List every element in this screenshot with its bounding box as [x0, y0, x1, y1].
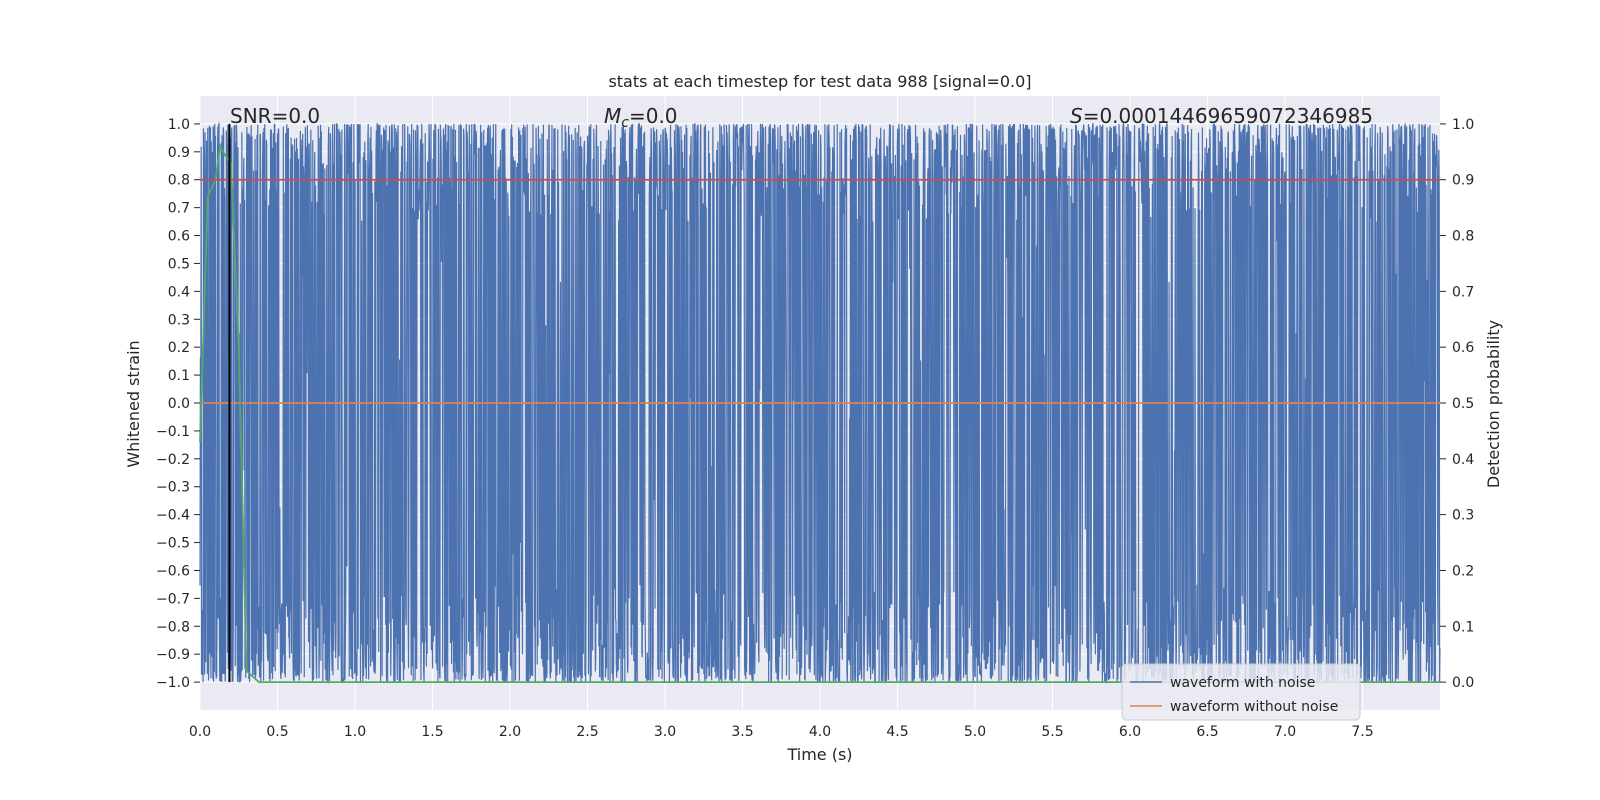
y-tick-label: 0.2: [168, 340, 190, 356]
y-right-tick-label: 0.4: [1452, 452, 1474, 468]
legend-label-noise: waveform with noise: [1170, 675, 1315, 691]
x-tick-label: 7.0: [1274, 724, 1296, 740]
legend-box: [1121, 663, 1361, 721]
x-tick-label: 3.5: [731, 724, 753, 740]
y-tick-label: 0.3: [168, 312, 190, 328]
x-tick-label: 0.0: [189, 724, 211, 740]
y-tick-label: 1.0: [168, 117, 190, 133]
y-right-tick-label: 0.0: [1452, 675, 1474, 691]
x-tick-label: 0.5: [266, 724, 288, 740]
y-axis-label: Whitened strain: [124, 340, 143, 467]
y-tick-label: −0.2: [156, 452, 190, 468]
y-right-tick-label: 0.8: [1452, 229, 1474, 245]
y-tick-label: 0.5: [168, 256, 190, 272]
y-right-tick-label: 0.9: [1452, 173, 1474, 189]
y-right-tick-label: 1.0: [1452, 117, 1474, 133]
y-tick-label: −0.6: [156, 563, 190, 579]
annotation-snr: SNR=0.0: [230, 104, 320, 128]
y-tick-label: 0.9: [168, 145, 190, 161]
chart-title: stats at each timestep for test data 988…: [608, 72, 1031, 91]
y-tick-label: 0.4: [168, 284, 190, 300]
x-tick-label: 6.5: [1196, 724, 1218, 740]
x-tick-label: 1.5: [421, 724, 443, 740]
y-tick-label: 0.1: [168, 368, 190, 384]
annotation-s: S=0.00014469659072346985: [1070, 104, 1373, 128]
y-axis-right: 1.0 0.9 0.8 0.7 0.6 0.5 0.4 0.3 0.2 0.1 0.0: [1440, 117, 1474, 691]
x-tick-label: 3.0: [654, 724, 676, 740]
x-axis-label: Time (s): [786, 745, 852, 764]
y-tick-label: −0.9: [156, 647, 190, 663]
y-tick-label: −0.4: [156, 508, 190, 524]
y-tick-label: −0.8: [156, 619, 190, 635]
x-tick-label: 4.0: [809, 724, 831, 740]
x-axis: 0.0 0.5 1.0 1.5 2.0 2.5 3.0 3.5 4.0 4.5 5.0 5.5 6.0 6…: [189, 724, 1374, 740]
y-tick-label: −0.3: [156, 480, 190, 496]
x-tick-label: 6.0: [1119, 724, 1141, 740]
y-right-tick-label: 0.1: [1452, 619, 1474, 635]
x-tick-label: 7.5: [1351, 724, 1373, 740]
y-axis-left: 1.0 0.9 0.8 0.7 0.6 0.5 0.4 0.3 0.2 0.1 0.0 −0.1 −0.…: [156, 117, 200, 691]
series-waveform-with-noise: [199, 121, 1441, 684]
y-right-tick-label: 0.3: [1452, 508, 1474, 524]
x-tick-label: 5.5: [1041, 724, 1063, 740]
x-tick-label: 1.0: [344, 724, 366, 740]
series-lines: [199, 123, 1440, 683]
legend-label-clean: waveform without noise: [1170, 699, 1338, 715]
y-tick-label: −0.7: [156, 591, 190, 607]
y-right-tick-label: 0.2: [1452, 563, 1474, 579]
y-tick-label: 0.0: [168, 396, 190, 412]
y-right-tick-label: 0.6: [1452, 340, 1474, 356]
x-tick-label: 4.5: [886, 724, 908, 740]
x-tick-label: 5.0: [964, 724, 986, 740]
x-tick-label: 2.0: [499, 724, 521, 740]
y-right-tick-label: 0.5: [1452, 396, 1474, 412]
y-right-tick-label: 0.7: [1452, 284, 1474, 300]
y-axis-right-label: Detection probability: [1484, 320, 1503, 488]
y-tick-label: −1.0: [156, 675, 190, 691]
y-tick-label: −0.5: [156, 536, 190, 552]
y-tick-label: 0.8: [168, 173, 190, 189]
x-tick-label: 2.5: [576, 724, 598, 740]
legend: waveform with noise waveform without noi…: [1121, 663, 1361, 721]
annotation-chirp-mass: Mc=0.0: [604, 104, 678, 131]
y-tick-label: 0.6: [168, 229, 190, 245]
y-tick-label: 0.7: [168, 201, 190, 217]
noise-waveform-line: [199, 121, 1441, 684]
y-tick-label: −0.1: [156, 424, 190, 440]
